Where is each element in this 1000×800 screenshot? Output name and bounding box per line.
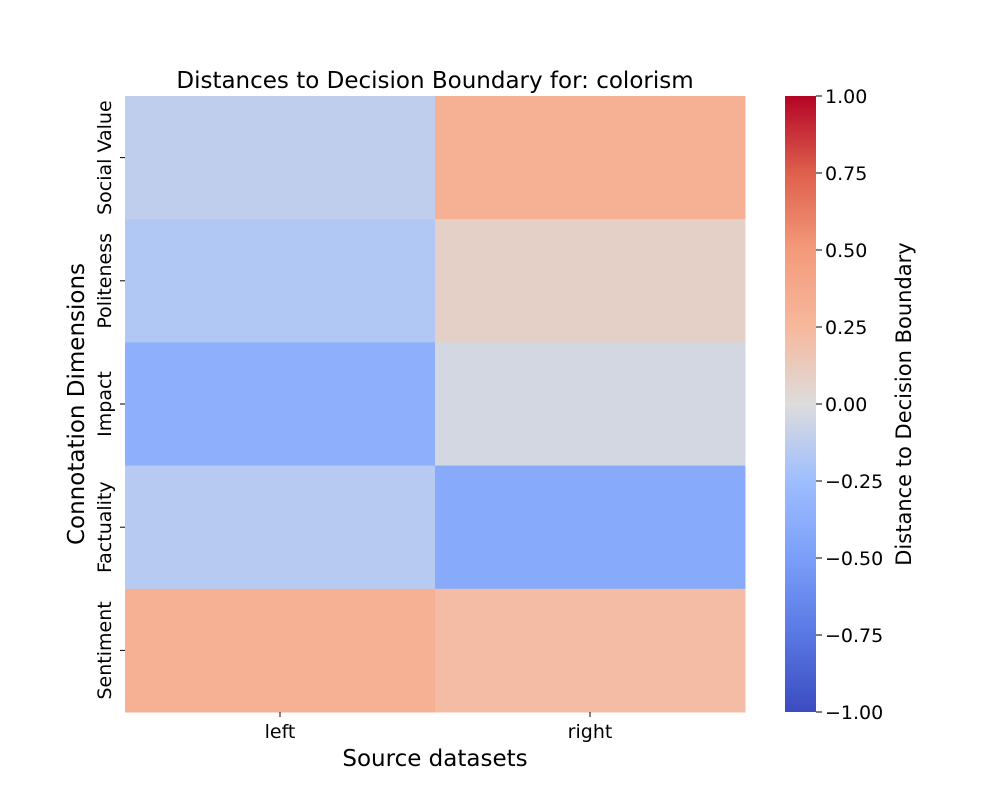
heatmap-cell (435, 588, 746, 713)
heatmap-cell (125, 342, 436, 467)
heatmap-cell (125, 588, 436, 713)
heatmap-cell (435, 219, 746, 343)
y-axis-label: Connotation Dimensions (64, 263, 90, 545)
colorbar-tick-label: 0.25 (825, 317, 867, 339)
y-tick-label: Impact (94, 371, 116, 437)
colorbar-tick-label: 0.00 (825, 394, 867, 416)
heatmap-cell (125, 219, 436, 343)
y-tick-label: Factuality (94, 481, 116, 573)
colorbar-tick-label: −0.75 (825, 625, 883, 647)
colorbar-ticks: 1.00 0.75 0.50 0.25 0.00 −0.25 −0.50 −0.75 −1.00 (816, 86, 883, 724)
y-tick-label: Sentiment (94, 601, 116, 699)
x-axis-label: Source datasets (342, 746, 527, 772)
chart-title: Distances to Decision Boundary for: colo… (176, 68, 693, 94)
x-tick-label: left (265, 721, 296, 743)
colorbar-tick-label: −0.50 (825, 548, 883, 570)
y-tick-label: Politeness (94, 233, 116, 329)
heatmap-cell (435, 465, 746, 590)
colorbar (785, 96, 816, 712)
heatmap-cells (125, 96, 746, 713)
colorbar-tick-label: 1.00 (825, 86, 867, 108)
colorbar-label: Distance to Decision Boundary (892, 242, 916, 565)
colorbar-tick-label: 0.75 (825, 163, 867, 185)
x-axis-ticks: left right (265, 712, 613, 743)
heatmap-cell (435, 342, 746, 467)
heatmap-cell (125, 465, 436, 590)
y-tick-label: Social Value (94, 100, 116, 215)
colorbar-tick-label: −1.00 (825, 702, 883, 724)
heatmap-cell (435, 96, 746, 220)
heatmap-cell (125, 96, 436, 220)
x-tick-label: right (568, 721, 613, 743)
colorbar-tick-label: −0.25 (825, 471, 883, 493)
y-axis-ticks: Social Value Politeness Impact Factuality Se… (94, 100, 125, 700)
colorbar-tick-label: 0.50 (825, 240, 867, 262)
